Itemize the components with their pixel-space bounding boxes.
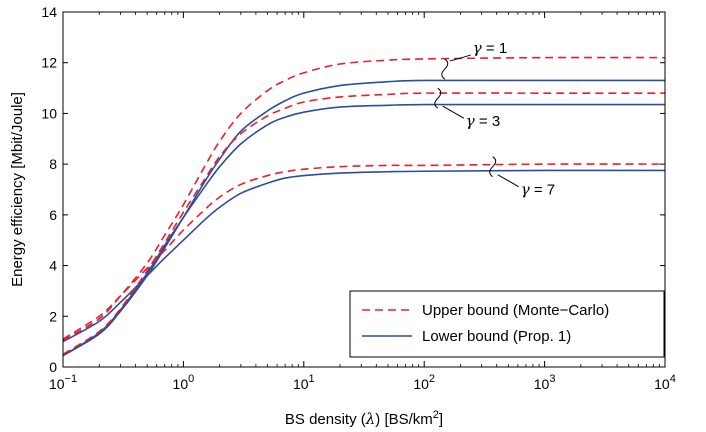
series-upper-gamma-1-line — [62, 56, 666, 342]
y-axis-title: Energy efficiency [Mbit/Joule] — [9, 92, 26, 287]
legend-label-upper: Upper bound (Monte−Carlo) — [422, 302, 609, 319]
gamma-7-label: γ = 7 — [521, 181, 555, 199]
series-upper-gamma-3-line — [62, 92, 665, 355]
series-lower-gamma-7-line — [62, 169, 666, 343]
y-tick-label: 2 — [49, 308, 57, 324]
y-tick-label: 10 — [41, 105, 57, 121]
annotations-layer: γ = 1 γ = 3 γ = 7 — [434, 39, 555, 199]
curves-layer — [62, 56, 666, 357]
y-tick-label: 0 — [49, 359, 57, 375]
ticks-layer: 0 2 4 6 8 10 12 14 10−1 100 101 102 103 104 — [41, 4, 675, 392]
gamma-7-brace — [489, 156, 497, 178]
gamma-3-label: γ = 3 — [466, 112, 500, 130]
legend-label-lower: Lower bound (Prop. 1) — [422, 328, 571, 345]
x-tick-label: 100 — [173, 373, 195, 392]
series-upper-gamma-7-line — [62, 163, 666, 340]
gamma-1-leader — [449, 54, 471, 62]
gamma-1-brace — [441, 58, 449, 80]
plot-frame — [62, 11, 666, 368]
x-tick-label: 102 — [413, 373, 435, 392]
x-axis-title: BS density (λ) [BS/km2] — [285, 409, 443, 428]
gamma-3-leader — [442, 105, 465, 119]
y-tick-label: 8 — [49, 156, 57, 172]
series-lower-gamma-1-line — [62, 79, 665, 357]
legend: Upper bound (Monte−Carlo) Lower bound (Pr… — [349, 290, 665, 358]
gamma-3-brace — [434, 87, 442, 109]
y-tick-label: 6 — [49, 207, 57, 223]
gamma-1-label: γ = 1 — [473, 39, 507, 57]
x-tick-label: 101 — [293, 373, 315, 392]
x-tick-label: 104 — [654, 373, 676, 392]
x-tick-label: 10−1 — [49, 373, 77, 392]
y-tick-label: 14 — [41, 4, 57, 20]
y-tick-label: 12 — [41, 55, 57, 71]
y-tick-label: 4 — [49, 258, 57, 274]
x-tick-label: 103 — [534, 373, 556, 392]
legend-box — [349, 290, 665, 358]
gamma-7-leader — [497, 174, 519, 188]
